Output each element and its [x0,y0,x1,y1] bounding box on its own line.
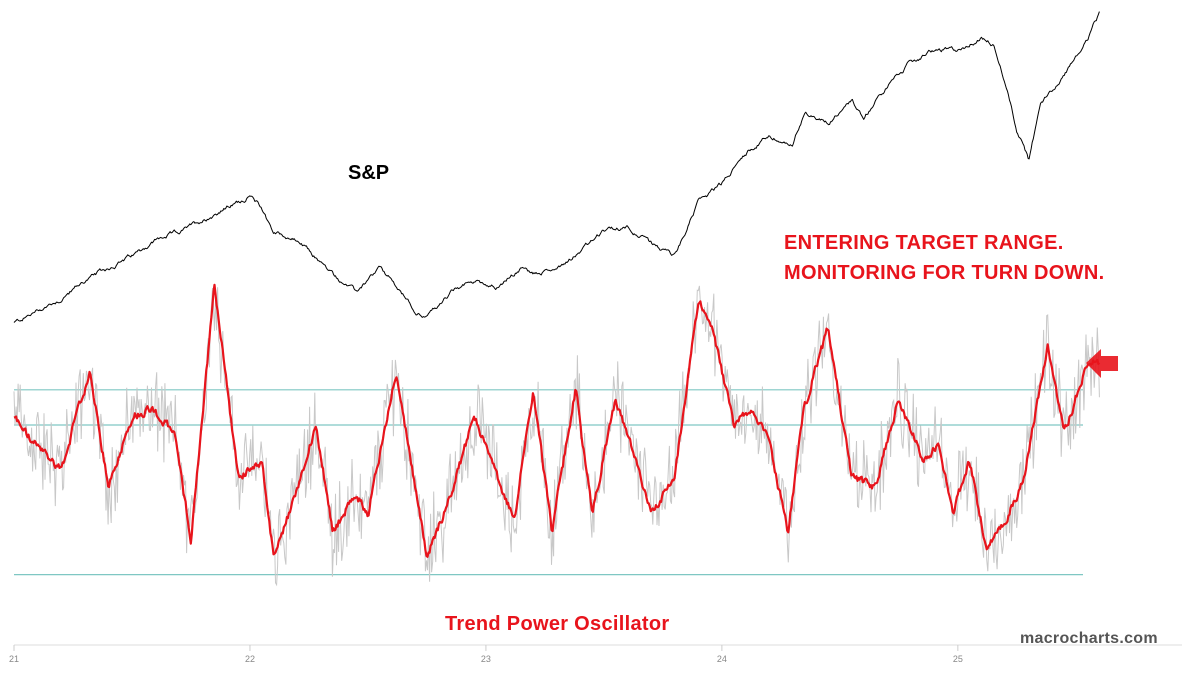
sp-label: S&P [348,162,390,184]
x-tick-label-22: 22 [245,654,255,664]
x-tick-label-24: 24 [717,654,727,664]
left-arrow-icon [1086,349,1118,378]
oscillator-line [13,283,1101,558]
x-tick-label-23: 23 [481,654,491,664]
x-axis: 21 22 23 24 25 [9,644,1182,664]
x-tick-label-21: 21 [9,654,19,664]
price-series [13,11,1100,323]
x-tick-label-25: 25 [953,654,963,664]
annotation-line-2: MONITORING FOR TURN DOWN. [784,262,1105,284]
raw-oscillator-line [13,285,1100,587]
arrow-layer [1086,349,1118,378]
oscillator-title: Trend Power Oscillator [445,613,670,635]
oscillator-series [13,283,1101,558]
price-line [13,11,1100,323]
watermark: macrocharts.com [1020,630,1158,647]
annotation-line-1: ENTERING TARGET RANGE. [784,232,1064,254]
raw-oscillator-series [13,285,1100,587]
